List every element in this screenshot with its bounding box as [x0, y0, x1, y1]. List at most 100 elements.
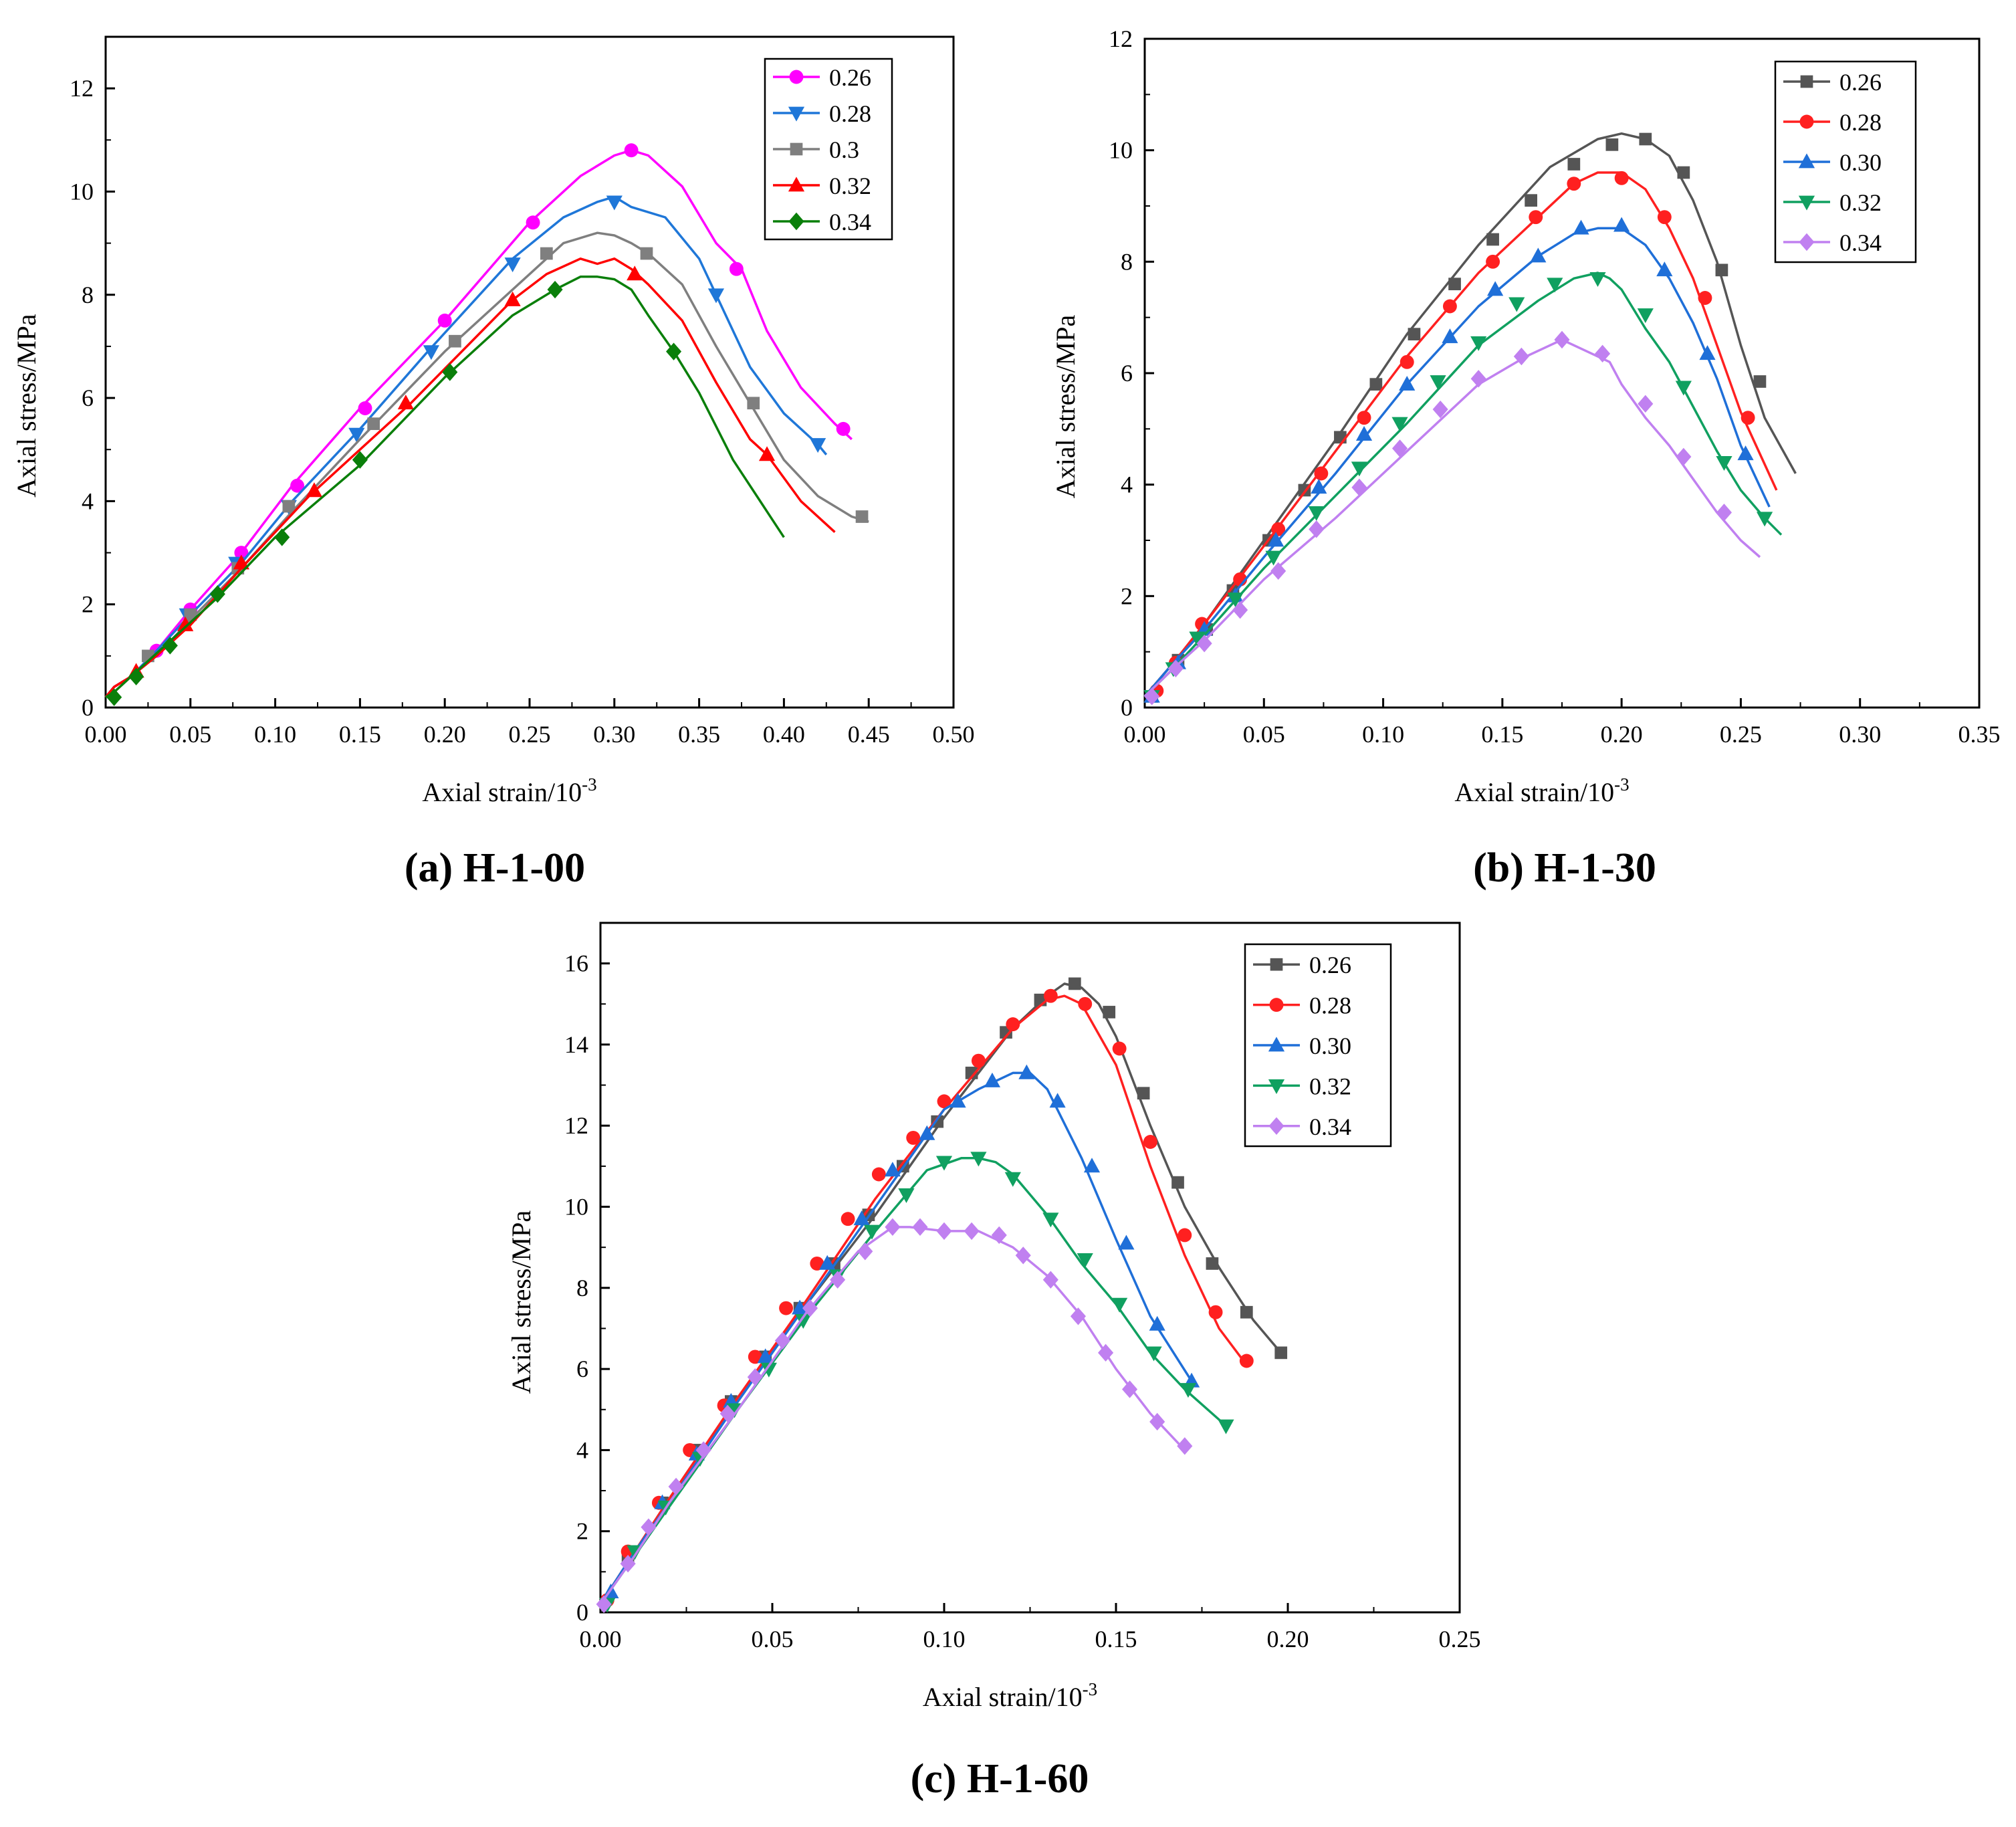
data-point	[779, 1301, 794, 1315]
data-point	[1232, 601, 1248, 619]
data-point	[162, 637, 178, 655]
data-point	[1078, 996, 1093, 1011]
data-point	[620, 1555, 636, 1573]
data-point	[760, 1362, 777, 1378]
legend-item: 0.34	[1783, 229, 1882, 256]
data-point	[1118, 1234, 1135, 1250]
data-point	[1656, 261, 1673, 277]
data-point	[442, 363, 458, 381]
data-point	[971, 1053, 986, 1068]
y-tick-label: 4	[82, 488, 94, 514]
data-point	[1369, 378, 1383, 391]
data-point	[184, 608, 197, 621]
x-tick-label: 0.05	[169, 721, 211, 748]
data-point	[596, 1595, 612, 1614]
data-point	[348, 427, 365, 443]
data-point	[1529, 210, 1543, 225]
data-point	[898, 1188, 915, 1203]
legend-item: 0.26	[773, 64, 871, 91]
data-point	[1311, 479, 1327, 494]
data-point	[810, 1256, 824, 1271]
legend-item: 0.30	[1783, 149, 1882, 176]
series-0.3	[104, 231, 869, 698]
data-point	[871, 1167, 886, 1182]
legend-item: 0.28	[1253, 992, 1351, 1019]
data-point	[1077, 1253, 1093, 1269]
data-point	[1391, 439, 1408, 457]
data-point	[1513, 347, 1529, 366]
series-0.30	[599, 1064, 1200, 1605]
data-point	[1180, 1383, 1197, 1398]
data-point	[397, 395, 414, 410]
data-point	[1486, 254, 1500, 269]
data-point	[1567, 177, 1581, 191]
data-point	[1149, 1315, 1165, 1331]
chart-panel-a: 0.00 0.05 0.10 0.15 0.20 0.25 0.30 0.35 0.40 0.45…	[11, 35, 975, 891]
data-point	[666, 342, 682, 360]
x-axis-label: Axial strain/10-3	[1454, 774, 1629, 807]
legend-item: 0.26	[1783, 69, 1882, 96]
data-point	[1715, 263, 1728, 277]
data-point	[1741, 411, 1755, 425]
data-point	[906, 1130, 921, 1145]
data-point	[1240, 1305, 1253, 1319]
data-point	[748, 1350, 762, 1364]
data-point	[1112, 1041, 1127, 1056]
data-point	[177, 616, 194, 631]
data-point	[1171, 1176, 1184, 1189]
data-point	[1083, 1158, 1101, 1173]
panel-caption: (c) H-1-60	[911, 1756, 1089, 1802]
data-point	[937, 1094, 951, 1109]
data-point	[853, 1210, 870, 1226]
legend-item: 0.26	[1253, 952, 1351, 978]
data-point	[1189, 631, 1206, 647]
data-point	[1614, 171, 1629, 185]
legend-marker	[1270, 958, 1283, 971]
data-point	[128, 667, 144, 685]
legend-label: 0.28	[1839, 109, 1882, 136]
data-point	[841, 1212, 855, 1226]
x-axis-label-text: Axial strain/10	[422, 777, 582, 807]
y-tick-label: 14	[564, 1031, 588, 1058]
data-point	[857, 1243, 873, 1261]
data-point	[1351, 461, 1368, 477]
legend-marker	[1799, 233, 1815, 251]
data-point	[504, 257, 521, 273]
legend-label: 0.32	[1839, 189, 1882, 216]
data-point	[1308, 506, 1325, 521]
data-point	[1525, 194, 1537, 207]
data-point	[1737, 445, 1754, 461]
legend-marker	[1268, 1079, 1285, 1095]
y-tick-label: 12	[564, 1112, 588, 1139]
legend-label: 0.28	[829, 100, 871, 127]
legend-marker	[1798, 195, 1815, 211]
data-point	[1675, 381, 1692, 396]
data-point	[758, 446, 776, 461]
data-point	[668, 1477, 684, 1496]
legend-item: 0.32	[773, 173, 871, 199]
data-point	[504, 291, 521, 306]
data-point	[290, 478, 305, 493]
series-line	[104, 195, 828, 698]
data-point	[1508, 297, 1525, 312]
legend-label: 0.28	[1309, 992, 1351, 1019]
data-point	[936, 1222, 952, 1241]
x-tick-label: 0.10	[923, 1626, 966, 1652]
data-point	[884, 1162, 901, 1177]
legend: 0.26 0.28 0.3 0.32 0.34	[764, 58, 893, 241]
data-point	[624, 143, 639, 158]
data-point	[1177, 1437, 1193, 1455]
data-point	[106, 688, 122, 706]
legend-marker	[788, 106, 805, 122]
x-tick-label: 0.10	[1362, 721, 1404, 748]
data-point	[965, 1067, 978, 1079]
x-tick-label: 0.35	[1958, 721, 2001, 748]
y-tick-label: 6	[1121, 360, 1133, 387]
data-point	[1432, 400, 1448, 419]
series-line	[599, 1071, 1193, 1605]
y-tick-label: 12	[70, 75, 94, 102]
chart-panel-b: 0.00 0.05 0.10 0.15 0.20 0.25 0.30 0.35 0 2 4 6 8 10 1…	[1050, 25, 2001, 891]
data-point	[449, 334, 461, 348]
data-point	[1137, 1087, 1150, 1100]
data-point	[1637, 308, 1654, 324]
